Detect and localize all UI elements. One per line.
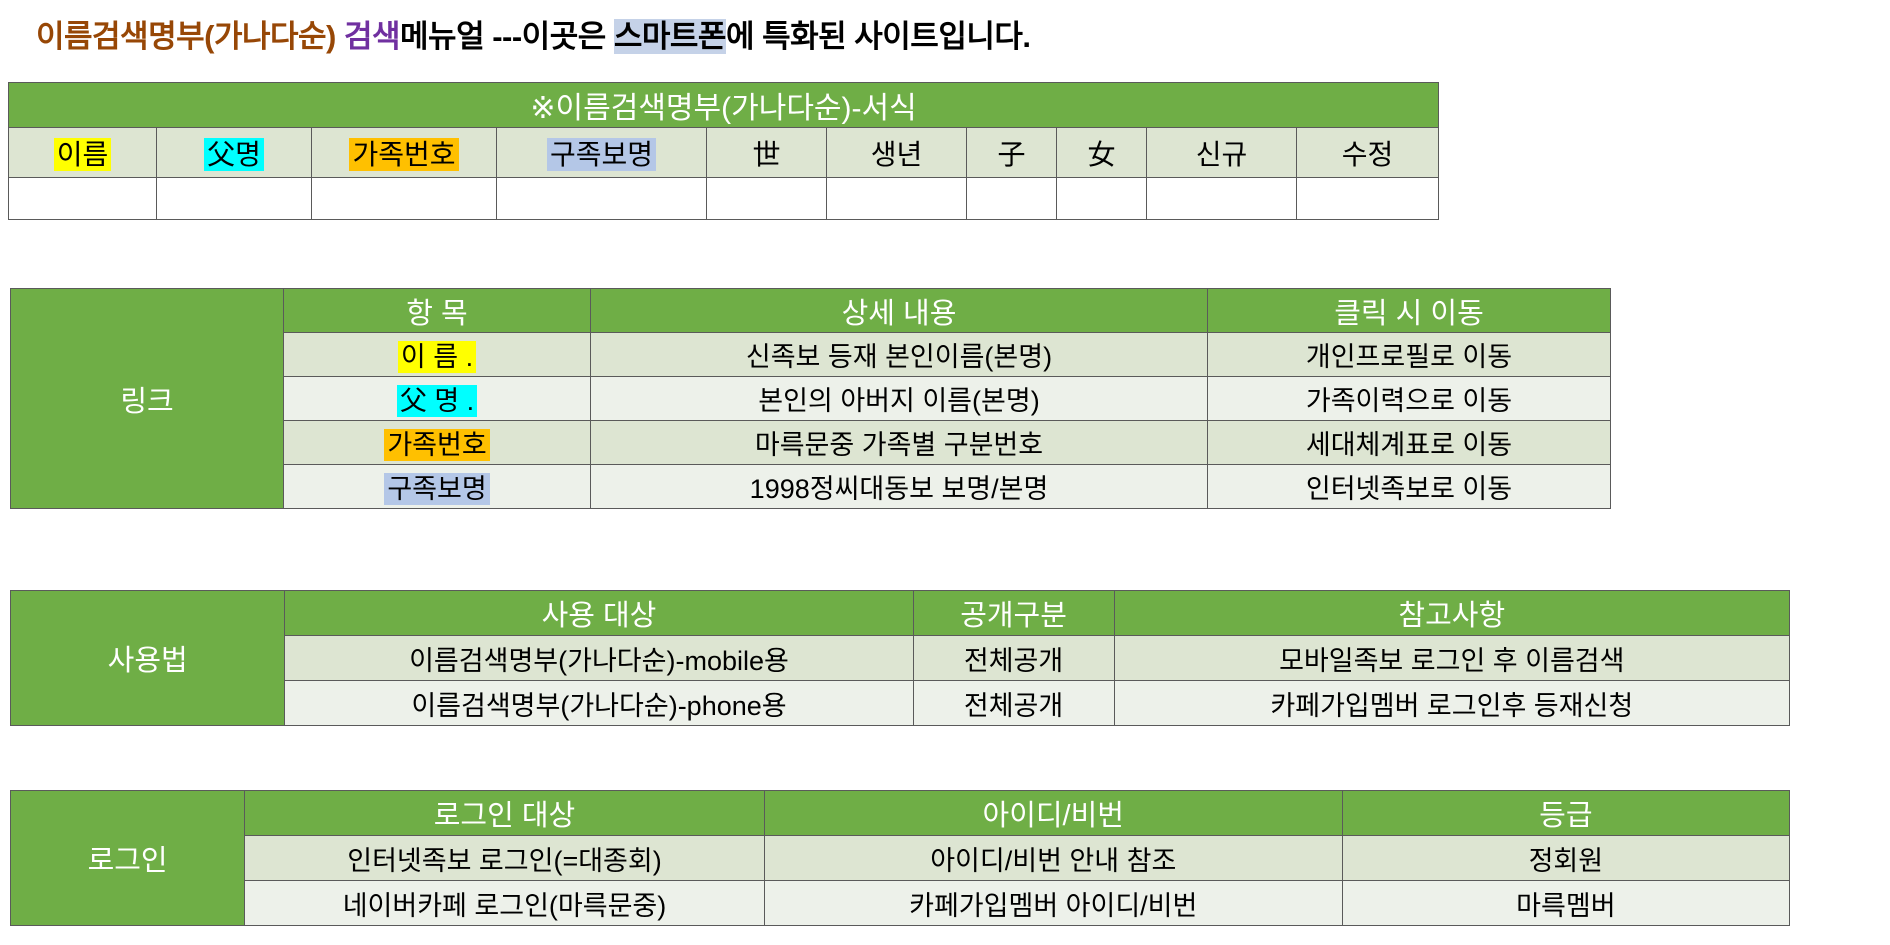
usage-table: 사용법 사용 대상 공개구분 참고사항 이름검색명부(가나다순)-mobile용…	[9, 590, 1791, 726]
title-part-suffix: 에 특화된 사이트입니다.	[725, 19, 1031, 54]
link-detail-family-number: 마륵문중 가족별 구분번호	[590, 420, 1208, 465]
login-header-credential: 아이디/비번	[763, 790, 1343, 836]
usage-access-phone: 전체공개	[912, 680, 1115, 726]
link-header-detail: 상세 내용	[590, 288, 1208, 333]
login-target-naver-cafe[interactable]: 네이버카페 로그인(마륵문중)	[244, 880, 765, 926]
usage-target-mobile[interactable]: 이름검색명부(가나다순)-mobile용	[284, 635, 914, 681]
form-cell-father-name[interactable]	[156, 177, 312, 220]
form-cell-daughter[interactable]	[1056, 177, 1147, 220]
form-col-birth-year: 생년	[826, 127, 967, 178]
form-table: ※이름검색명부(가나다순)-서식 이름 父명 가족번호 구족보명 世 생년 子 …	[7, 82, 1440, 220]
form-col-father-name: 父명	[156, 127, 312, 178]
login-table-header-row: 로그인 로그인 대상 아이디/비번 등급	[9, 790, 1791, 926]
form-table-header-row: 이름 父명 가족번호 구족보명 世 생년 子 女 신규 수정	[8, 127, 1440, 178]
link-move-family-number[interactable]: 세대체계표로 이동	[1207, 420, 1611, 465]
form-cell-family-number[interactable]	[311, 177, 497, 220]
link-table-side-label: 링크	[10, 288, 284, 509]
form-col-old-genealogy-name: 구족보명	[496, 127, 707, 178]
login-header-target: 로그인 대상	[244, 790, 765, 836]
login-table: 로그인 로그인 대상 아이디/비번 등급 인터넷족보 로그인(=대종회) 아이디…	[9, 790, 1791, 926]
link-item-old-genealogy-name[interactable]: 구족보명	[283, 464, 591, 509]
usage-note-phone: 카페가입멤버 로그인후 등재신청	[1113, 680, 1791, 726]
login-credential-naver-cafe: 카페가입멤버 아이디/비번	[763, 880, 1343, 926]
form-cell-edit[interactable]	[1295, 177, 1440, 220]
form-col-family-number: 가족번호	[311, 127, 497, 178]
title-part-search: 검색	[343, 19, 401, 54]
login-target-internet-jokbo[interactable]: 인터넷족보 로그인(=대종회)	[244, 835, 765, 881]
login-table-side-label: 로그인	[9, 790, 246, 926]
page-title: 이름검색명부(가나다순) 검색메뉴얼 ---이곳은 스마트폰에 특화된 사이트입…	[36, 18, 1031, 57]
login-grade-internet-jokbo: 정회원	[1341, 835, 1791, 881]
usage-header-target: 사용 대상	[284, 590, 914, 636]
usage-target-phone[interactable]: 이름검색명부(가나다순)-phone용	[284, 680, 914, 726]
form-col-new: 신규	[1146, 127, 1297, 178]
form-table-caption: ※이름검색명부(가나다순)-서식	[7, 82, 1440, 128]
form-cell-new[interactable]	[1146, 177, 1297, 220]
form-cell-son[interactable]	[966, 177, 1057, 220]
link-move-father-name[interactable]: 가족이력으로 이동	[1207, 376, 1611, 421]
title-part-smartphone: 스마트폰	[613, 19, 726, 54]
usage-table-row[interactable]: 이름검색명부(가나다순)-phone용 전체공개 카페가입멤버 로그인후 등재신…	[10, 680, 1791, 726]
usage-header-access: 공개구분	[912, 590, 1115, 636]
form-table-caption-row: ※이름검색명부(가나다순)-서식	[7, 82, 1440, 128]
form-col-name: 이름	[8, 127, 157, 178]
login-grade-naver-cafe: 마륵멤버	[1341, 880, 1791, 926]
form-col-daughter: 女	[1056, 127, 1147, 178]
login-header-grade: 등급	[1341, 790, 1791, 836]
usage-access-mobile: 전체공개	[912, 635, 1115, 681]
form-cell-name[interactable]	[8, 177, 157, 220]
login-table-row[interactable]: 인터넷족보 로그인(=대종회) 아이디/비번 안내 참조 정회원	[10, 835, 1791, 881]
form-col-edit: 수정	[1295, 127, 1440, 178]
form-table-blank-row[interactable]	[8, 177, 1440, 220]
link-item-name[interactable]: 이 름 .	[283, 332, 591, 377]
link-item-father-name[interactable]: 父 명 .	[283, 376, 591, 421]
link-detail-father-name: 본인의 아버지 이름(본명)	[590, 376, 1208, 421]
form-col-son: 子	[966, 127, 1057, 178]
link-detail-name: 신족보 등재 본인이름(본명)	[590, 332, 1208, 377]
title-part-name-search: 이름검색명부(가나다순)	[36, 19, 336, 54]
link-item-family-number[interactable]: 가족번호	[283, 420, 591, 465]
link-table: 링크 항 목 상세 내용 클릭 시 이동 이 름 . 신족보 등재 본인이름(본…	[10, 288, 1611, 509]
link-detail-old-genealogy-name: 1998정씨대동보 보명/본명	[590, 464, 1208, 509]
usage-header-note: 참고사항	[1113, 590, 1791, 636]
link-header-move: 클릭 시 이동	[1207, 288, 1611, 333]
link-move-name[interactable]: 개인프로필로 이동	[1207, 332, 1611, 377]
usage-table-header-row: 사용법 사용 대상 공개구분 참고사항	[9, 590, 1791, 726]
link-table-row[interactable]: 이 름 . 신족보 등재 본인이름(본명) 개인프로필로 이동	[10, 332, 1611, 377]
title-part-manual: 메뉴얼 ---이곳은	[400, 19, 614, 54]
form-col-generation: 世	[706, 127, 827, 178]
usage-table-side-label: 사용법	[9, 590, 286, 726]
link-table-header-row: 링크 항 목 상세 내용 클릭 시 이동	[10, 288, 1611, 509]
usage-note-mobile: 모바일족보 로그인 후 이름검색	[1113, 635, 1791, 681]
form-cell-birth-year[interactable]	[826, 177, 967, 220]
link-header-item: 항 목	[283, 288, 591, 333]
login-credential-internet-jokbo: 아이디/비번 안내 참조	[763, 835, 1343, 881]
form-cell-old-genealogy-name[interactable]	[496, 177, 707, 220]
link-move-old-genealogy-name[interactable]: 인터넷족보로 이동	[1207, 464, 1611, 509]
form-cell-generation[interactable]	[706, 177, 827, 220]
login-table-row[interactable]: 네이버카페 로그인(마륵문중) 카페가입멤버 아이디/비번 마륵멤버	[10, 880, 1791, 926]
